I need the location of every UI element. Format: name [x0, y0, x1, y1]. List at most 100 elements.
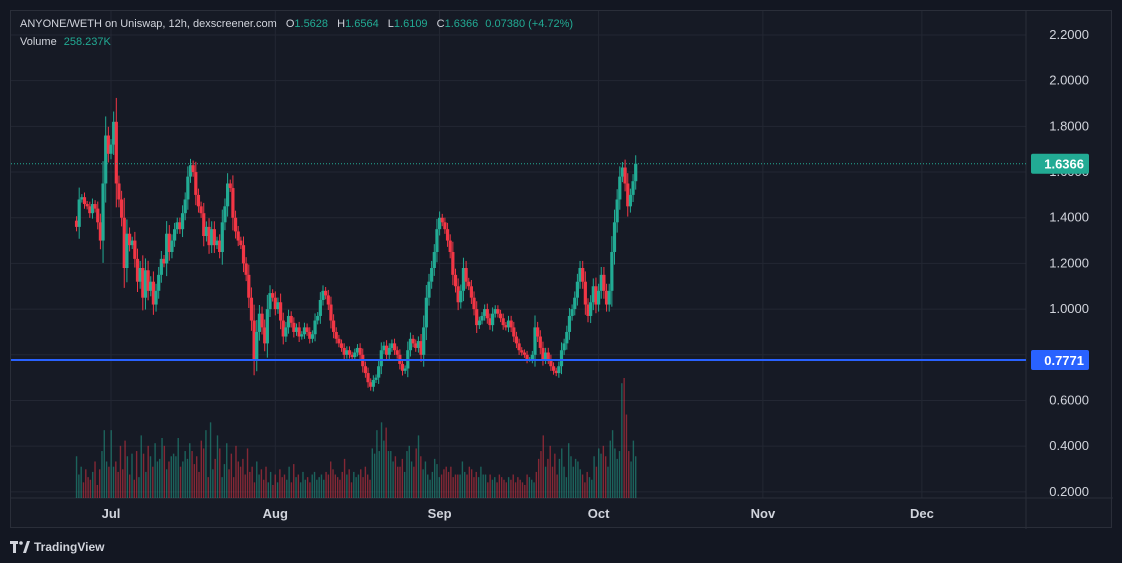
candle-body: [210, 229, 214, 246]
volume-bar: [445, 466, 447, 498]
price-axis[interactable]: 2.20002.00001.80001.60001.40001.20001.00…: [1031, 27, 1089, 499]
candle: [342, 343, 346, 360]
candle-body: [202, 213, 206, 237]
volume-bar: [526, 474, 528, 498]
volume-bar: [191, 451, 193, 498]
candle: [451, 241, 455, 286]
candle: [170, 234, 174, 259]
candle: [289, 311, 293, 328]
volume-bar: [145, 471, 147, 498]
candle-body: [586, 304, 590, 316]
volume-bar: [494, 477, 496, 498]
volume-bar: [92, 471, 94, 498]
candle-body: [623, 167, 627, 184]
candle-body: [525, 354, 529, 360]
candle-body: [408, 338, 413, 351]
candle: [112, 111, 116, 155]
volume-bar: [219, 448, 221, 498]
candle: [488, 313, 492, 330]
candle: [271, 289, 275, 302]
high-value: 1.6564: [345, 18, 379, 30]
volume-bar: [163, 445, 166, 498]
volume-bar: [468, 466, 471, 498]
candle-body: [308, 331, 312, 339]
candle: [541, 341, 545, 366]
volume-bar: [436, 464, 438, 498]
volume-bar: [380, 422, 383, 498]
candle: [424, 285, 428, 341]
candle: [623, 159, 627, 192]
time-axis[interactable]: Jul Aug Sep Oct Nov Dec: [102, 506, 934, 521]
candle-body: [339, 343, 344, 348]
candle: [151, 271, 155, 315]
candle-body: [186, 176, 190, 200]
volume-bar: [625, 414, 628, 498]
candle: [345, 346, 349, 359]
volume-bar: [544, 466, 547, 498]
volume-bar: [607, 466, 609, 498]
chart-panel[interactable]: 2.20002.00001.80001.60001.40001.20001.00…: [10, 10, 1113, 529]
candle: [233, 210, 238, 239]
candle: [300, 331, 304, 340]
candle: [626, 173, 630, 217]
candle: [369, 378, 373, 391]
candle-body: [233, 217, 238, 232]
candle: [257, 305, 261, 341]
volume-bar: [124, 440, 126, 498]
candle: [591, 278, 595, 311]
candle: [403, 365, 407, 374]
candle-body: [196, 194, 201, 207]
volume-bar: [140, 435, 142, 498]
volume-bar: [429, 479, 431, 498]
candlestick-chart[interactable]: 2.20002.00001.80001.60001.40001.20001.00…: [11, 11, 1113, 529]
candle-body: [514, 336, 519, 344]
high-label: H: [337, 18, 346, 30]
candle-body: [400, 363, 405, 371]
candle-body: [411, 338, 415, 344]
candle-body: [602, 274, 606, 291]
time-tick-label: Sep: [428, 506, 452, 521]
candle: [104, 116, 108, 203]
candle: [175, 217, 179, 234]
volume-bar: [581, 474, 584, 498]
volume-value: 258.237K: [63, 36, 111, 48]
volume-bar: [221, 477, 223, 498]
volume-bar: [293, 464, 295, 498]
candle: [517, 338, 521, 355]
candle: [459, 284, 463, 309]
tradingview-brand[interactable]: TradingView: [10, 538, 104, 556]
volume-bar: [80, 466, 82, 498]
candle-body: [435, 229, 439, 253]
volume-bar: [193, 464, 196, 498]
volume-bar: [360, 469, 362, 498]
volume-bar: [276, 482, 279, 498]
candle: [141, 255, 145, 311]
volume-bar: [82, 482, 85, 498]
volume-label: Volume: [20, 36, 57, 48]
candle: [239, 236, 243, 250]
time-tick-label: Dec: [910, 506, 934, 521]
candle: [390, 339, 394, 352]
candle-body: [223, 206, 227, 223]
volume-bar: [283, 474, 286, 498]
candle-body: [382, 345, 386, 351]
candle-body: [167, 233, 171, 253]
price-tick-label: 0.6000: [1049, 392, 1089, 407]
volume-bar: [302, 471, 304, 498]
volume-bar: [355, 477, 357, 498]
candle: [483, 304, 487, 321]
symbol-title: ANYONE/WETH on Uniswap, 12h, dexscreener…: [20, 18, 277, 30]
volume-bar: [417, 435, 420, 498]
candle-body: [612, 222, 617, 253]
candle-body: [485, 309, 489, 319]
candle: [464, 260, 468, 289]
candle-body: [178, 222, 182, 230]
candle: [438, 211, 442, 236]
volume-bar: [108, 466, 110, 498]
candle-body: [427, 281, 431, 298]
candle: [244, 257, 248, 282]
volume-bar: [258, 474, 260, 498]
candle: [326, 289, 330, 311]
candle-body: [143, 270, 148, 298]
candle-body: [191, 165, 195, 173]
